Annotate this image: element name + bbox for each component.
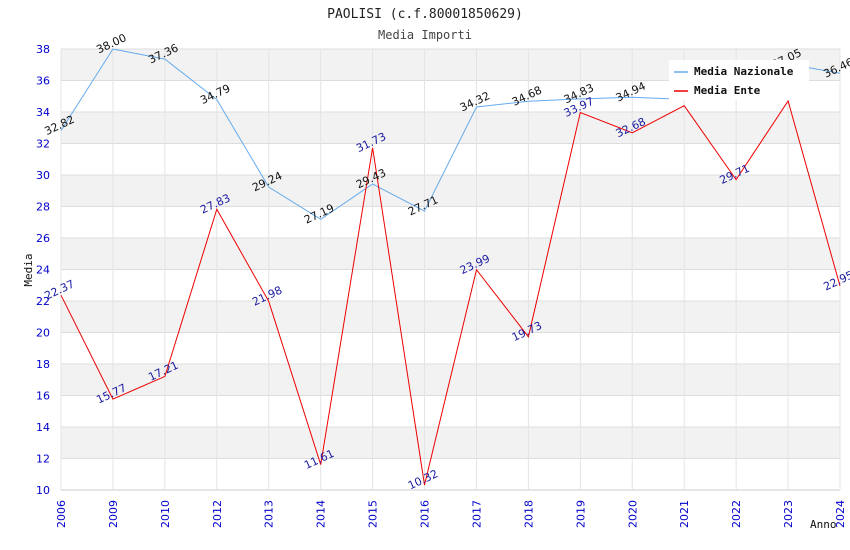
y-tick-label: 16 xyxy=(36,390,50,403)
data-label-ente: 22.37 xyxy=(42,277,76,302)
y-tick-label: 20 xyxy=(36,327,50,340)
y-tick-label: 26 xyxy=(36,232,50,245)
y-tick-label: 34 xyxy=(36,106,50,119)
y-tick-label: 22 xyxy=(36,295,50,308)
x-tick-label: 2013 xyxy=(263,500,276,528)
x-tick-label: 2019 xyxy=(574,500,587,528)
grid-bands xyxy=(61,49,840,459)
data-label-nazionale: 34.94 xyxy=(614,79,648,104)
data-label-ente: 10.32 xyxy=(406,467,440,492)
x-tick-label: 2021 xyxy=(678,500,691,528)
y-tick-label: 28 xyxy=(36,201,50,214)
chart-subtitle: Media Importi xyxy=(378,28,472,42)
y-tick-label: 10 xyxy=(36,484,50,497)
x-tick-label: 2016 xyxy=(419,500,432,528)
x-tick-label: 2009 xyxy=(107,500,120,528)
x-tick-label: 2018 xyxy=(522,500,535,528)
data-label-nazionale: 34.79 xyxy=(198,82,232,107)
x-axis-label: Anno xyxy=(810,518,837,531)
legend-entry-media-nazionale: Media Nazionale xyxy=(694,65,794,78)
y-tick-label: 30 xyxy=(36,169,50,182)
grid-band xyxy=(61,427,840,459)
x-axis-ticks: 2006 2009 2010 2012 2013 2014 2015 2016 2017 2018… xyxy=(55,500,847,528)
x-tick-label: 2022 xyxy=(730,500,743,528)
data-label-nazionale: 34.68 xyxy=(510,84,544,109)
grid-band xyxy=(61,364,840,396)
grid-band xyxy=(61,175,840,207)
y-axis-ticks: 10 12 14 16 18 20 22 24 26 28 30 32 34 36 38 xyxy=(36,43,50,497)
x-tick-label: 2020 xyxy=(626,500,639,528)
chart-title: PAOLISI (c.f.80001850629) xyxy=(327,7,523,22)
x-tick-label: 2024 xyxy=(834,500,847,528)
y-tick-label: 12 xyxy=(36,453,50,466)
y-tick-label: 36 xyxy=(36,75,50,88)
y-tick-label: 14 xyxy=(36,421,50,434)
x-tick-label: 2017 xyxy=(470,500,483,528)
x-tick-label: 2006 xyxy=(55,500,68,528)
grid-band xyxy=(61,238,840,270)
x-tick-label: 2010 xyxy=(159,500,172,528)
x-tick-label: 2015 xyxy=(367,500,380,528)
series-line-media-ente xyxy=(60,99,841,486)
y-tick-label: 24 xyxy=(36,264,50,277)
y-tick-label: 38 xyxy=(36,43,50,56)
y-tick-label: 18 xyxy=(36,358,50,371)
x-tick-label: 2023 xyxy=(782,500,795,528)
y-tick-label: 32 xyxy=(36,138,50,151)
legend-background xyxy=(669,60,809,100)
x-tick-label: 2012 xyxy=(211,500,224,528)
grid-band xyxy=(61,301,840,333)
legend-entry-media-ente: Media Ente xyxy=(694,84,761,97)
x-tick-label: 2014 xyxy=(315,500,328,528)
grid-band xyxy=(61,112,840,144)
y-axis-label: Media xyxy=(22,253,35,286)
legend: Media Nazionale Media Ente xyxy=(669,60,809,100)
